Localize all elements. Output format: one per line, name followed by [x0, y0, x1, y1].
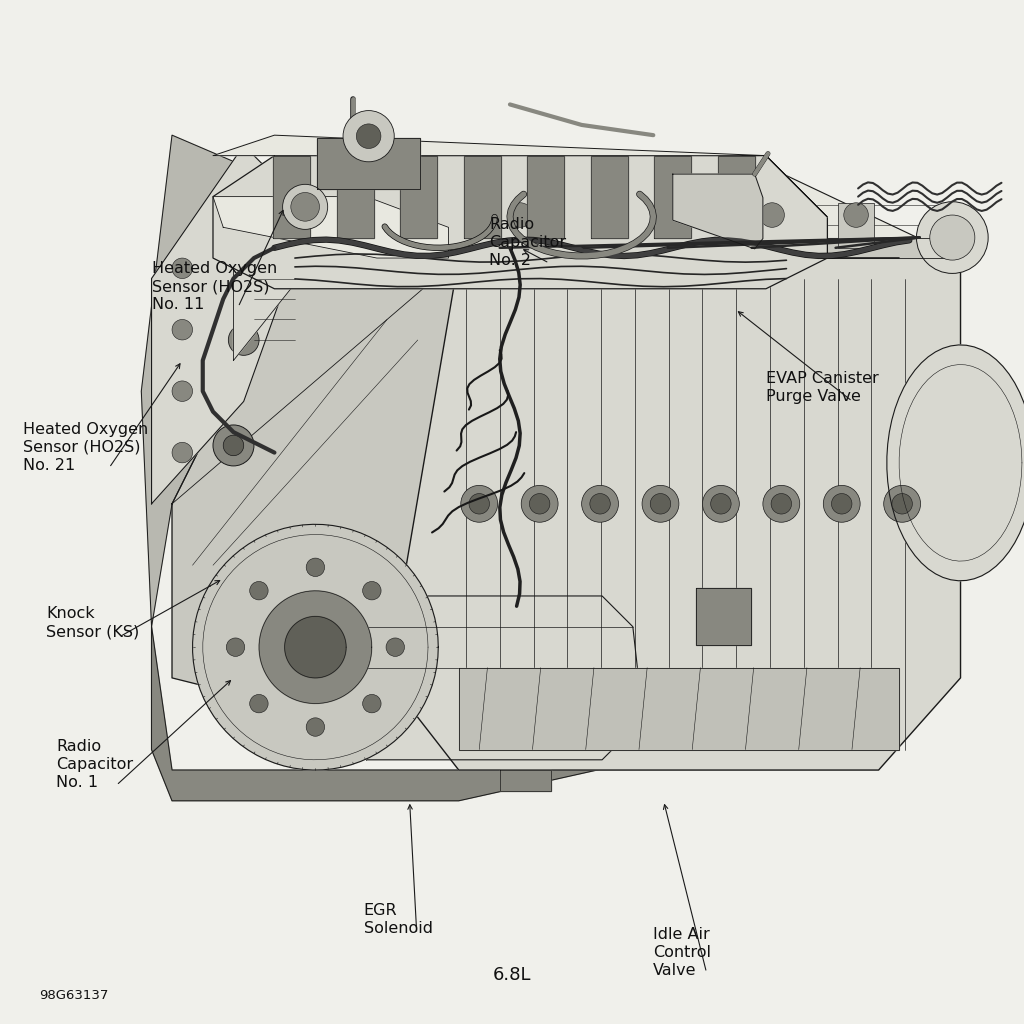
Circle shape: [250, 694, 268, 713]
Circle shape: [172, 381, 193, 401]
Circle shape: [884, 485, 921, 522]
Polygon shape: [315, 596, 643, 760]
Circle shape: [763, 485, 800, 522]
Bar: [754, 203, 791, 248]
Text: 6.8L: 6.8L: [493, 966, 531, 984]
Text: Heated Oxygen
Sensor (HO2S)
No. 11: Heated Oxygen Sensor (HO2S) No. 11: [152, 261, 276, 312]
Circle shape: [172, 442, 193, 463]
Circle shape: [711, 494, 731, 514]
Circle shape: [508, 203, 532, 227]
Polygon shape: [152, 145, 295, 504]
Bar: [586, 203, 623, 248]
Text: EGR
Solenoid: EGR Solenoid: [364, 903, 432, 936]
Text: Idle Air
Control
Valve: Idle Air Control Valve: [653, 927, 712, 978]
Circle shape: [676, 203, 700, 227]
Text: Knock
Sensor (KS): Knock Sensor (KS): [46, 606, 139, 639]
Text: EVAP Canister
Purge Valve: EVAP Canister Purge Valve: [766, 371, 879, 403]
Polygon shape: [591, 156, 628, 238]
Circle shape: [771, 494, 792, 514]
Circle shape: [590, 494, 610, 514]
Polygon shape: [213, 197, 449, 258]
Circle shape: [213, 425, 254, 466]
Circle shape: [892, 494, 912, 514]
Polygon shape: [337, 156, 374, 238]
Circle shape: [461, 485, 498, 522]
Polygon shape: [213, 135, 827, 217]
Circle shape: [529, 494, 550, 514]
Polygon shape: [887, 345, 1024, 581]
Polygon shape: [259, 591, 372, 703]
Circle shape: [592, 203, 616, 227]
Circle shape: [228, 325, 259, 355]
Circle shape: [306, 558, 325, 577]
Polygon shape: [718, 156, 755, 238]
Circle shape: [172, 258, 193, 279]
Circle shape: [250, 582, 268, 600]
Polygon shape: [394, 238, 950, 258]
Circle shape: [760, 203, 784, 227]
Circle shape: [844, 203, 868, 227]
Polygon shape: [459, 668, 899, 750]
Polygon shape: [317, 138, 420, 189]
Polygon shape: [654, 156, 691, 238]
Polygon shape: [377, 166, 961, 258]
Circle shape: [386, 638, 404, 656]
Circle shape: [356, 124, 381, 148]
Text: Radio
Capacitor
No. 2: Radio Capacitor No. 2: [489, 217, 566, 268]
Polygon shape: [527, 156, 564, 238]
Circle shape: [223, 435, 244, 456]
Circle shape: [521, 485, 558, 522]
Text: Radio
Capacitor
No. 1: Radio Capacitor No. 1: [56, 739, 133, 791]
Polygon shape: [500, 770, 551, 791]
Polygon shape: [141, 135, 315, 627]
Circle shape: [306, 718, 325, 736]
Circle shape: [362, 694, 381, 713]
Circle shape: [362, 582, 381, 600]
Polygon shape: [285, 616, 346, 678]
Polygon shape: [233, 197, 315, 360]
Circle shape: [702, 485, 739, 522]
Circle shape: [916, 202, 988, 273]
Circle shape: [172, 319, 193, 340]
Bar: [502, 203, 539, 248]
Circle shape: [343, 111, 394, 162]
Circle shape: [283, 184, 328, 229]
Polygon shape: [696, 588, 751, 645]
Polygon shape: [193, 524, 438, 770]
Circle shape: [650, 494, 671, 514]
Polygon shape: [673, 174, 763, 249]
Polygon shape: [152, 627, 643, 801]
Polygon shape: [273, 156, 310, 238]
Bar: [670, 203, 707, 248]
Polygon shape: [464, 156, 501, 238]
Polygon shape: [213, 156, 827, 289]
Circle shape: [930, 215, 975, 260]
Polygon shape: [387, 258, 961, 770]
Circle shape: [831, 494, 852, 514]
Circle shape: [823, 485, 860, 522]
Polygon shape: [400, 156, 437, 238]
Bar: [838, 203, 874, 248]
Circle shape: [469, 494, 489, 514]
Polygon shape: [172, 258, 459, 709]
Circle shape: [226, 638, 245, 656]
Circle shape: [642, 485, 679, 522]
Text: 98G63137: 98G63137: [39, 989, 109, 1001]
Circle shape: [291, 193, 319, 221]
Circle shape: [582, 485, 618, 522]
Text: Heated Oxygen
Sensor (HO2S)
No. 21: Heated Oxygen Sensor (HO2S) No. 21: [23, 422, 147, 473]
